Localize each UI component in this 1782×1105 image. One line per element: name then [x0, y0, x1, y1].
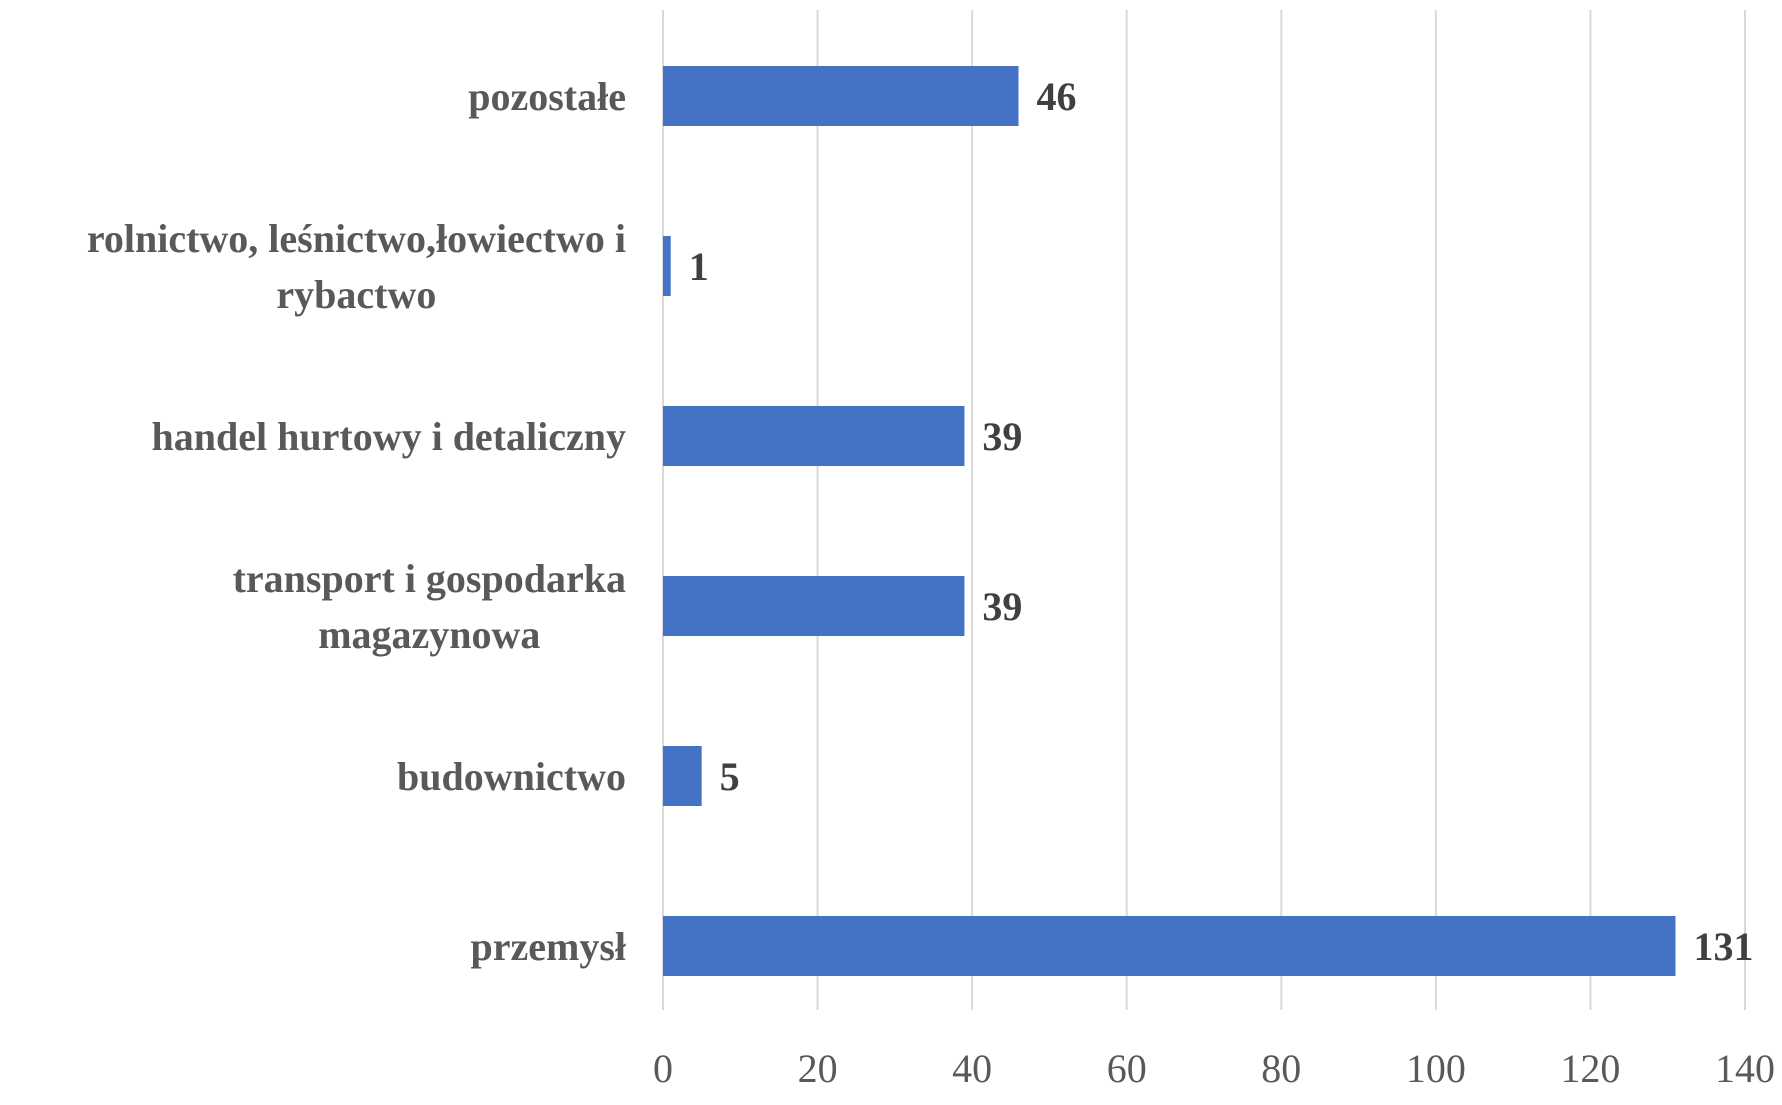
bar: [663, 916, 1676, 976]
data-labels: 46 1 39 39 5 131: [689, 74, 1754, 969]
x-tick-label: 140: [1715, 1046, 1775, 1091]
category-label: przemysł: [470, 924, 626, 969]
bar: [663, 236, 671, 296]
data-label: 46: [1037, 74, 1077, 119]
category-label: transport i gospodarka magazynowa: [233, 556, 626, 657]
category-label: budownictwo: [397, 754, 626, 799]
category-label-line: rolnictwo, leśnictwo,łowiectwo i: [87, 216, 626, 261]
data-label: 1: [689, 244, 709, 289]
x-tick-label: 120: [1560, 1046, 1620, 1091]
x-tick-label: 20: [798, 1046, 838, 1091]
bars: [663, 66, 1676, 976]
category-label: rolnictwo, leśnictwo,łowiectwo i rybactwo: [87, 216, 626, 317]
data-label: 39: [982, 584, 1022, 629]
x-tick-label: 100: [1406, 1046, 1466, 1091]
x-tick-label: 80: [1261, 1046, 1301, 1091]
bar: [663, 576, 965, 636]
category-labels: pozostałe rolnictwo, leśnictwo,łowiectwo …: [87, 74, 626, 969]
bar: [663, 66, 1019, 126]
data-label: 131: [1693, 924, 1753, 969]
category-label: handel hurtowy i detaliczny: [152, 414, 626, 459]
data-label: 39: [982, 414, 1022, 459]
x-tick-label: 40: [952, 1046, 992, 1091]
category-label-line: magazynowa: [318, 612, 540, 657]
x-tick-label: 60: [1107, 1046, 1147, 1091]
x-tick-label: 0: [653, 1046, 673, 1091]
x-axis-ticks: 0 20 40 60 80 100 120 140: [653, 1046, 1775, 1091]
data-label: 5: [720, 754, 740, 799]
bar: [663, 746, 702, 806]
gridlines: [662, 10, 1746, 1010]
category-label-line: rybactwo: [276, 272, 436, 317]
category-label: pozostałe: [468, 74, 626, 119]
bar: [663, 406, 965, 466]
category-label-line: transport i gospodarka: [233, 556, 626, 601]
